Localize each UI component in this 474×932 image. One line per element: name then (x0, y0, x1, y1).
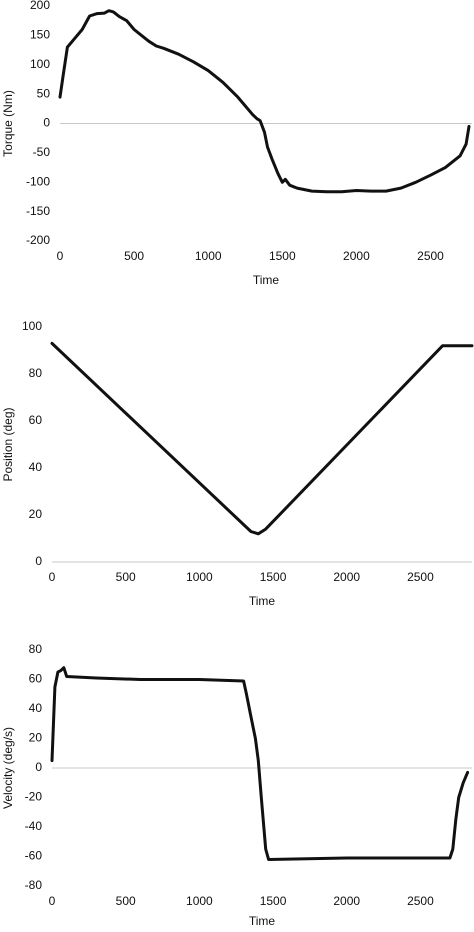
y-tick-label: 40 (29, 460, 43, 474)
y-tick-label: 60 (29, 672, 43, 686)
x-tick-label: 0 (57, 249, 64, 263)
y-tick-label: -80 (25, 878, 43, 892)
y-tick-label: 50 (37, 86, 51, 100)
y-tick-label: -60 (25, 849, 43, 863)
x-tick-label: 1500 (269, 249, 296, 263)
y-tick-label: -150 (26, 204, 50, 218)
y-tick-label: 150 (30, 28, 50, 42)
y-axis-label: Position (deg) (1, 407, 15, 481)
y-tick-label: 80 (29, 366, 43, 380)
y-axis-label: Velocity (deg/s) (1, 727, 15, 809)
y-tick-label: -20 (25, 790, 43, 804)
x-tick-label: 1500 (260, 570, 287, 584)
data-line (58, 9, 471, 194)
y-tick-label: 0 (35, 554, 42, 568)
y-tick-label: 60 (29, 413, 43, 427)
y-tick-label: -200 (26, 233, 50, 247)
x-tick-label: 500 (124, 249, 144, 263)
y-tick-label: -40 (25, 819, 43, 833)
x-tick-label: 2500 (417, 249, 444, 263)
x-axis-label: Time (249, 914, 276, 928)
x-axis-label: Time (249, 594, 276, 608)
y-tick-label: 40 (29, 701, 43, 715)
x-tick-label: 1000 (195, 249, 222, 263)
x-tick-label: 1000 (186, 570, 213, 584)
x-tick-label: 2500 (407, 894, 434, 908)
x-tick-label: 500 (116, 570, 136, 584)
y-tick-label: 0 (43, 116, 50, 130)
y-tick-label: 100 (22, 319, 42, 333)
data-line (50, 666, 470, 861)
x-tick-label: 2500 (407, 570, 434, 584)
y-tick-label: 20 (29, 507, 43, 521)
y-tick-label: 100 (30, 57, 50, 71)
y-tick-label: 20 (29, 731, 43, 745)
x-tick-label: 500 (116, 894, 136, 908)
x-axis-label: Time (253, 273, 280, 287)
y-axis-label: Torque (Nm) (1, 90, 15, 157)
x-tick-label: 1000 (186, 894, 213, 908)
x-tick-label: 2000 (333, 894, 360, 908)
x-tick-label: 2000 (343, 249, 370, 263)
x-tick-label: 0 (49, 570, 56, 584)
x-tick-label: 2000 (333, 570, 360, 584)
x-tick-label: 1500 (260, 894, 287, 908)
y-tick-label: 200 (30, 0, 50, 12)
y-tick-label: 0 (35, 760, 42, 774)
x-tick-label: 0 (49, 894, 56, 908)
y-tick-label: 80 (29, 642, 43, 656)
y-tick-label: -100 (26, 174, 50, 188)
data-line (50, 341, 474, 536)
y-tick-label: -50 (33, 145, 51, 159)
